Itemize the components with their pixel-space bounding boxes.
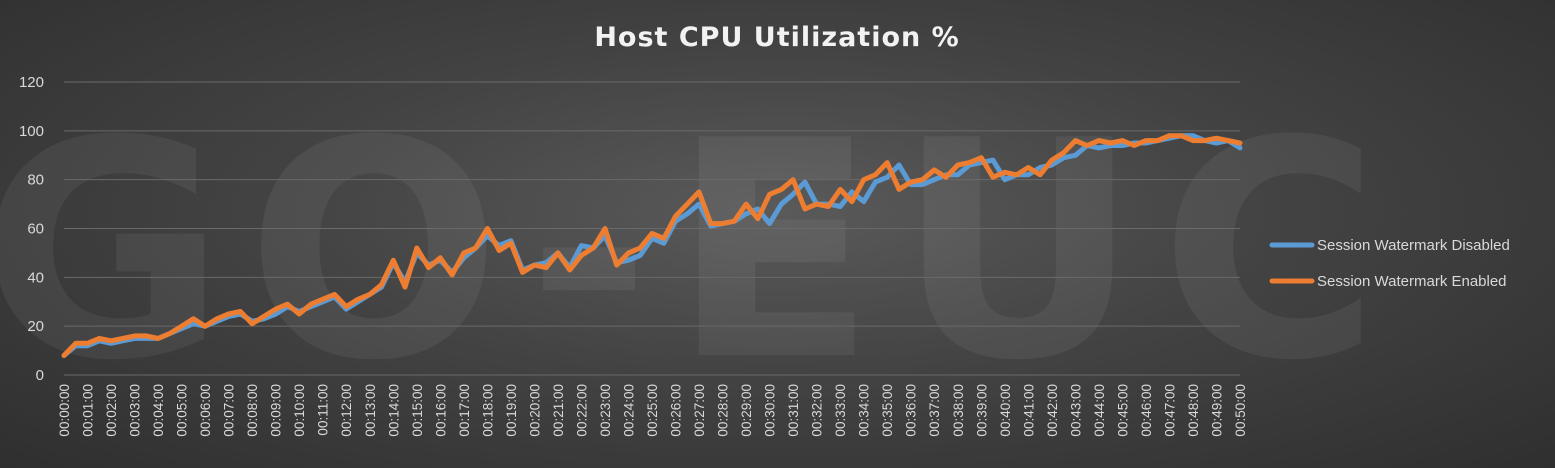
series-line-2: [61, 133, 1243, 358]
x-tick-label: 00:08:00: [245, 384, 260, 437]
x-tick-label: 00:46:00: [1139, 384, 1154, 437]
x-tick-label: 00:35:00: [880, 384, 895, 437]
x-tick-label: 00:29:00: [739, 384, 754, 437]
x-tick-label: 00:41:00: [1021, 384, 1036, 437]
x-tick-label: 00:49:00: [1209, 384, 1224, 437]
x-tick-label: 00:13:00: [363, 384, 378, 437]
x-tick-label: 00:39:00: [974, 384, 989, 437]
x-tick-label: 00:00:00: [57, 384, 72, 437]
y-tick-label: 40: [27, 269, 44, 286]
x-tick-label: 00:19:00: [504, 384, 519, 437]
x-tick-label: 00:37:00: [927, 384, 942, 437]
series-lines: [61, 133, 1243, 358]
x-tick-label: 00:15:00: [410, 384, 425, 437]
x-tick-label: 00:06:00: [198, 384, 213, 437]
y-tick-label: 80: [27, 172, 44, 189]
x-tick-label: 00:38:00: [951, 384, 966, 437]
x-tick-label: 00:34:00: [857, 384, 872, 437]
x-tick-label: 00:04:00: [151, 384, 166, 437]
legend-label: Session Watermark Enabled: [1317, 273, 1507, 290]
x-tick-label: 00:42:00: [1045, 384, 1060, 437]
x-tick-label: 00:02:00: [104, 384, 119, 437]
x-tick-label: 00:44:00: [1092, 384, 1107, 437]
x-tick-label: 00:01:00: [81, 384, 96, 437]
x-tick-label: 00:23:00: [598, 384, 613, 437]
x-tick-label: 00:27:00: [692, 384, 707, 437]
x-tick-label: 00:30:00: [763, 384, 778, 437]
watermark-text: GO-EUC: [0, 77, 1400, 426]
x-tick-label: 00:40:00: [998, 384, 1013, 437]
x-tick-label: 00:48:00: [1186, 384, 1201, 437]
x-tick-label: 00:10:00: [292, 384, 307, 437]
x-tick-label: 00:31:00: [786, 384, 801, 437]
x-tick-label: 00:18:00: [480, 384, 495, 437]
x-tick-label: 00:14:00: [386, 384, 401, 437]
chart-title: Host CPU Utilization %: [594, 22, 959, 53]
y-tick-label: 20: [27, 318, 44, 335]
x-tick-label: 00:03:00: [128, 384, 143, 437]
x-tick-label: 00:24:00: [621, 384, 636, 437]
y-axis-ticks: 0 20 40 60 80 100 120: [19, 74, 44, 384]
y-tick-label: 60: [27, 221, 44, 238]
y-tick-label: 100: [19, 123, 44, 140]
x-tick-label: 00:09:00: [269, 384, 284, 437]
x-tick-label: 00:33:00: [833, 384, 848, 437]
x-tick-label: 00:12:00: [339, 384, 354, 437]
x-tick-label: 00:28:00: [716, 384, 731, 437]
y-tick-label: 120: [19, 74, 44, 91]
gridlines: [64, 81, 1240, 376]
x-tick-label: 00:20:00: [527, 384, 542, 437]
x-tick-label: 00:05:00: [175, 384, 190, 437]
x-tick-label: 00:17:00: [457, 384, 472, 437]
legend: Session Watermark Disabled Session Waterm…: [1269, 237, 1510, 290]
x-tick-label: 00:47:00: [1162, 384, 1177, 437]
x-tick-label: 00:36:00: [904, 384, 919, 437]
x-tick-label: 00:25:00: [645, 384, 660, 437]
x-tick-label: 00:16:00: [433, 384, 448, 437]
x-tick-label: 00:11:00: [316, 384, 331, 436]
x-tick-label: 00:50:00: [1233, 384, 1248, 437]
x-axis-ticks: 00:00:00 00:01:00 00:02:00 00:03:00 00:04:00…: [57, 384, 1248, 437]
x-tick-label: 00:45:00: [1115, 384, 1130, 437]
legend-label: Session Watermark Disabled: [1317, 237, 1510, 254]
x-tick-label: 00:22:00: [574, 384, 589, 437]
x-tick-label: 00:21:00: [551, 384, 566, 437]
x-tick-label: 00:43:00: [1068, 384, 1083, 437]
x-tick-label: 00:07:00: [222, 384, 237, 437]
x-tick-label: 00:26:00: [669, 384, 684, 437]
x-tick-label: 00:32:00: [810, 384, 825, 437]
y-tick-label: 0: [36, 367, 44, 384]
